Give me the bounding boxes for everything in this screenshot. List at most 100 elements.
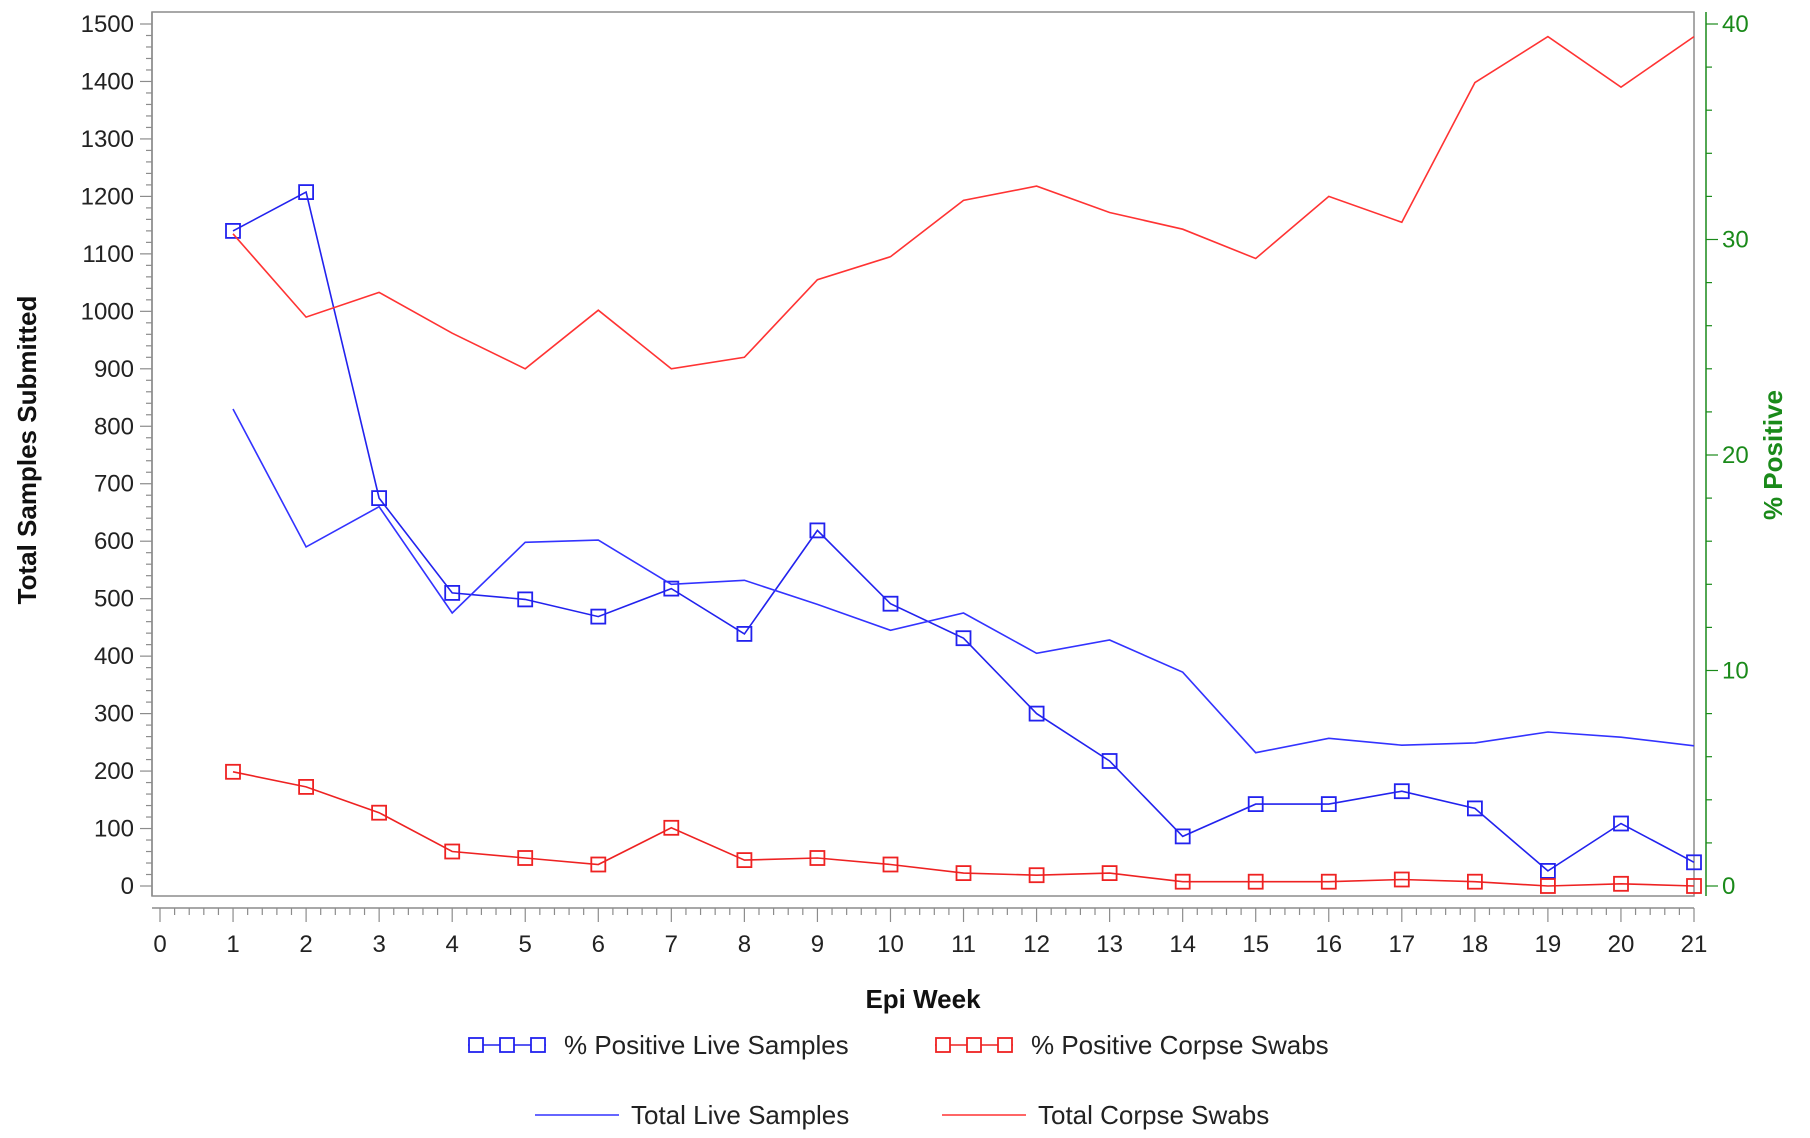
y-right-tick-label: 30 [1722, 227, 1749, 254]
data-point [1467, 873, 1483, 890]
data-point [1101, 753, 1118, 769]
y-right-tick-label: 0 [1722, 873, 1735, 900]
y-left-tick-label: 1100 [82, 241, 134, 268]
x-tick-label: 18 [1462, 931, 1489, 958]
data-point [590, 608, 607, 625]
y-left-tick-label: 600 [94, 528, 134, 555]
series-1 [225, 763, 1702, 894]
data-point [517, 850, 534, 866]
x-tick-label: 0 [153, 931, 166, 958]
y-axis-right: 0 10 20 30 40 [1705, 11, 1749, 900]
legend-swatch-marker [935, 1037, 951, 1053]
x-tick-label: 19 [1535, 931, 1562, 958]
data-point [955, 865, 972, 881]
y-right-tick-label: 20 [1722, 442, 1749, 469]
legend-swatch-marker [499, 1037, 515, 1053]
legend-swatch-marker [966, 1037, 982, 1053]
x-tick-label: 13 [1096, 931, 1123, 958]
series-line [232, 771, 1695, 887]
legend-swatch-marker [468, 1037, 484, 1053]
data-point [955, 630, 972, 647]
data-point [882, 856, 899, 873]
series-layer [225, 35, 1702, 894]
legend-item: % Positive Corpse Swabs [935, 1030, 1329, 1060]
data-point [1393, 871, 1410, 888]
x-tick-label: 21 [1681, 931, 1708, 958]
legend-label: % Positive Live Samples [564, 1030, 849, 1060]
x-tick-label: 1 [226, 931, 239, 958]
y-left-tick-label: 400 [94, 643, 134, 670]
x-tick-label: 17 [1388, 931, 1415, 958]
data-point [298, 184, 315, 201]
legend-item: Total Live Samples [535, 1100, 849, 1130]
data-point [590, 856, 607, 873]
x-tick-label: 20 [1608, 931, 1635, 958]
y-left-tick-label: 100 [94, 816, 134, 843]
data-point [444, 585, 461, 601]
data-point [1393, 783, 1410, 800]
data-point [298, 779, 315, 795]
x-tick-label: 4 [446, 931, 459, 958]
y-left-tick-label: 300 [94, 701, 134, 728]
data-point [1613, 875, 1629, 892]
series-line [232, 190, 1695, 872]
data-point [1320, 873, 1337, 890]
x-tick-label: 7 [665, 931, 678, 958]
series-line [232, 35, 1695, 370]
series-0 [225, 184, 1702, 879]
y-left-tick-label: 1000 [81, 298, 134, 325]
data-point [225, 763, 241, 780]
x-axis-title: Epi Week [865, 984, 981, 1014]
data-point [444, 843, 461, 860]
data-point [1174, 828, 1191, 845]
legend-label: % Positive Corpse Swabs [1031, 1030, 1329, 1060]
y-axis-left: 0 100 200 300 400 500 600 700 800 900 1000 1100 1200… [81, 11, 153, 900]
y-left-tick-label: 700 [94, 471, 134, 498]
legend-item: Total Corpse Swabs [942, 1100, 1269, 1130]
y-axis-left-title: Total Samples Submitted [12, 296, 42, 605]
data-point [736, 626, 753, 642]
data-point [1686, 878, 1702, 894]
data-point [882, 595, 899, 612]
data-point [1028, 867, 1045, 884]
legend-swatch-marker [997, 1037, 1013, 1053]
y-right-tick-label: 40 [1722, 11, 1749, 38]
x-tick-label: 8 [738, 931, 751, 958]
data-point [1467, 800, 1483, 817]
y-left-tick-label: 800 [94, 413, 134, 440]
y-left-tick-label: 500 [94, 586, 134, 613]
data-point [517, 591, 534, 608]
legend-label: Total Corpse Swabs [1038, 1100, 1269, 1130]
x-tick-label: 15 [1242, 931, 1269, 958]
legend-label: Total Live Samples [631, 1100, 849, 1130]
x-tick-label: 10 [877, 931, 904, 958]
data-point [663, 819, 680, 836]
data-point [1540, 878, 1556, 894]
data-point [1028, 705, 1045, 722]
x-tick-label: 3 [372, 931, 385, 958]
data-point [736, 852, 753, 868]
data-point [371, 490, 388, 507]
data-point [225, 222, 241, 239]
x-tick-label: 14 [1169, 931, 1196, 958]
plot-frame [151, 11, 1695, 897]
y-right-tick-label: 10 [1722, 658, 1749, 685]
x-tick-label: 5 [519, 931, 532, 958]
series-3 [232, 35, 1695, 370]
data-point [1247, 873, 1264, 890]
legend-item: % Positive Live Samples [468, 1030, 849, 1060]
x-axis: 0 1 2 3 4 5 6 7 8 9 10 11 12 13 14 15 16 17 18 19 20 21 [152, 907, 1708, 958]
x-tick-label: 9 [811, 931, 824, 958]
y-left-tick-label: 1500 [81, 11, 134, 38]
data-point [663, 580, 680, 597]
legend-swatch-marker [530, 1037, 546, 1053]
x-tick-label: 2 [299, 931, 312, 958]
data-point [1613, 815, 1629, 832]
y-left-tick-label: 1300 [81, 126, 134, 153]
data-point [809, 850, 826, 866]
data-point [1174, 873, 1191, 890]
data-point [1247, 796, 1264, 812]
series-line [232, 408, 1695, 754]
y-left-tick-label: 200 [94, 758, 134, 785]
